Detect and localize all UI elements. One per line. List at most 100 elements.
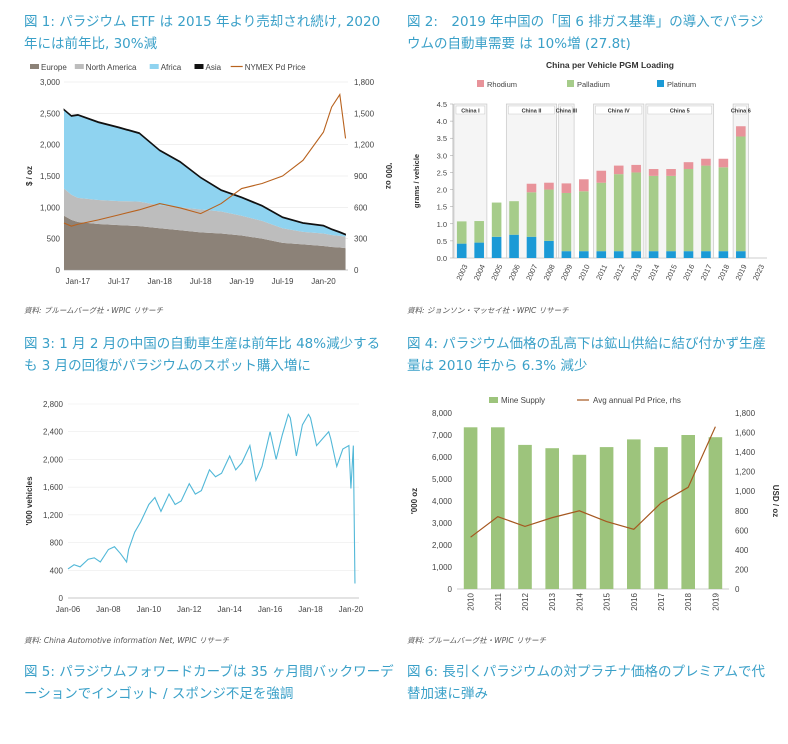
- figure-2-caption: 図 2: 2019 年中国の「国 6 排ガス基準」の導入でパラジウムの自動車需要…: [407, 14, 764, 52]
- europe-area: [64, 215, 346, 270]
- y-tick-label: 1,200: [43, 511, 64, 520]
- figure-4-caption: 図 4: パラジウム価格の乱高下は鉱山供給に結び付かず生産量は 2010 年から…: [407, 336, 766, 374]
- y-tick-label: 6,000: [432, 453, 453, 462]
- pgm-loading-chart: China per Vehicle PGM Loading Rhodium Pall…: [412, 60, 767, 282]
- x-tick-label: 2009: [559, 263, 574, 282]
- y-axis-label: $ / oz: [25, 166, 34, 186]
- etf-holdings-chart: Europe North America Africa Asia NYMEX Pd Pr…: [25, 63, 393, 286]
- emission-standard-label: China 5: [670, 109, 690, 115]
- mine-supply-bar: [545, 448, 559, 589]
- figure-2-source: 資料: ジョンソン・マッセイ社・WPIC リサーチ: [407, 306, 569, 315]
- emission-standard-tag: [647, 105, 712, 115]
- x-tick-label: 2018: [684, 592, 693, 610]
- legend-label: NYMEX Pd Price: [245, 63, 306, 72]
- y2-tick-label: 1,200: [354, 141, 375, 150]
- vehicle-production-chart: 0 400 800 1,200 1,600 2,000 2,400 2,800 Jan-06 Ja…: [25, 400, 364, 614]
- mine-supply-bar: [708, 437, 723, 589]
- vehicle-production-line: [67, 413, 356, 584]
- legend-label: Avg annual Pd Price, rhs: [593, 396, 681, 405]
- x-tick-label: Jan-20: [311, 277, 336, 286]
- platinum-bar: [596, 251, 607, 258]
- y2-tick-label: 600: [735, 526, 749, 535]
- legend-label: Mine Supply: [501, 396, 545, 405]
- figure-5-caption: 図 5: パラジウムフォワードカーブは 35 ヶ月間バックワーデーションでインゴ…: [24, 664, 394, 702]
- x-tick-label: Jan-18: [298, 605, 323, 614]
- x-tick-label: Jan-14: [217, 605, 242, 614]
- emission-standard-tag: [455, 105, 486, 115]
- x-tick-label: 2011: [594, 263, 609, 281]
- palladium-bar: [683, 169, 694, 252]
- legend-label: North America: [86, 63, 137, 72]
- y2-tick-label: 1,500: [354, 109, 375, 118]
- x-tick-label: 2018: [716, 263, 731, 282]
- x-tick-label: 2005: [489, 263, 504, 282]
- y-tick-label: 0: [56, 266, 61, 275]
- legend-label: Asia: [206, 63, 222, 72]
- y-tick-label: 1.0: [437, 220, 447, 229]
- legend-swatch: [194, 64, 204, 69]
- y-tick-label: 4.0: [437, 117, 447, 126]
- emission-standard-tag: [734, 105, 747, 115]
- legend-label: Platinum: [667, 80, 696, 89]
- y-tick-label: 800: [50, 539, 64, 548]
- platinum-bar: [701, 251, 711, 258]
- north-america-area: [64, 188, 346, 249]
- y-tick-label: 3.5: [437, 134, 447, 143]
- palladium-bar: [491, 202, 502, 237]
- figure-3-caption: 図 3: 1 月 2 月の中国の自動車生産は前年比 48%減少するも 3 月の回…: [24, 336, 381, 374]
- y2-tick-label: 1,000: [735, 487, 756, 496]
- x-tick-label: Jan-16: [258, 605, 283, 614]
- legend-swatch: [657, 80, 664, 87]
- rhodium-bar: [648, 169, 659, 176]
- y-tick-label: 2,000: [40, 141, 61, 150]
- y2-tick-label: 800: [735, 507, 749, 516]
- x-tick-label: 2003: [454, 263, 469, 282]
- rhodium-bar: [596, 170, 607, 183]
- x-tick-label: 2013: [629, 263, 644, 282]
- x-tick-label: Jan-17: [66, 277, 91, 286]
- legend-swatch: [567, 80, 574, 87]
- y-tick-label: 2,000: [432, 541, 453, 550]
- x-tick-label: 2012: [521, 592, 530, 610]
- palladium-bar: [736, 136, 746, 252]
- pd-price-line: [63, 92, 347, 227]
- y2-tick-label: 1,800: [354, 78, 375, 87]
- x-tick-label: 2019: [711, 592, 720, 610]
- y-tick-label: 3.0: [437, 151, 447, 160]
- y2-tick-label: 1,800: [735, 409, 756, 418]
- y2-tick-label: 300: [354, 235, 368, 244]
- y-tick-label: 0: [59, 594, 64, 603]
- platinum-bar: [491, 236, 502, 258]
- emission-standard-label: China I: [461, 109, 480, 115]
- y2-tick-label: 900: [354, 172, 368, 181]
- palladium-bar: [509, 201, 519, 235]
- legend-label: Palladium: [577, 80, 610, 89]
- legend-label: Europe: [41, 63, 67, 72]
- x-tick-label: 2006: [507, 263, 522, 282]
- palladium-bar: [544, 189, 554, 241]
- rhodium-bar: [544, 182, 554, 190]
- x-tick-label: 2016: [681, 263, 696, 282]
- y-axis-label: '000 vehicles: [25, 476, 34, 526]
- emission-standard-tag: [595, 105, 643, 115]
- x-tick-label: 2017: [699, 263, 714, 282]
- palladium-bar: [526, 192, 537, 237]
- y2-tick-label: 1,400: [735, 448, 756, 457]
- y-tick-label: 1,600: [43, 483, 64, 492]
- figure-1-caption: 図 1: パラジウム ETF は 2015 年より売却され続け, 2020 年に…: [24, 14, 381, 52]
- figure-3-source: 資料: China Automotive information Net, WP…: [24, 636, 229, 645]
- palladium-bar: [561, 192, 572, 252]
- palladium-bar: [596, 182, 607, 252]
- y2-tick-label: 200: [735, 565, 749, 574]
- legend-swatch: [477, 80, 484, 87]
- legend-label: Africa: [161, 63, 182, 72]
- figure-6-caption: 図 6: 長引くパラジウムの対プラチナ価格のプレミアムで代替加速に弾み: [407, 664, 766, 702]
- palladium-bar: [666, 175, 676, 252]
- y-tick-label: 5,000: [432, 475, 453, 484]
- rhodium-bar: [631, 164, 641, 173]
- mine-supply-bar: [463, 427, 478, 589]
- mine-supply-bar: [491, 427, 505, 589]
- x-tick-label: 2010: [467, 592, 476, 610]
- platinum-bar: [666, 251, 676, 258]
- x-tick-label: 2017: [657, 592, 666, 610]
